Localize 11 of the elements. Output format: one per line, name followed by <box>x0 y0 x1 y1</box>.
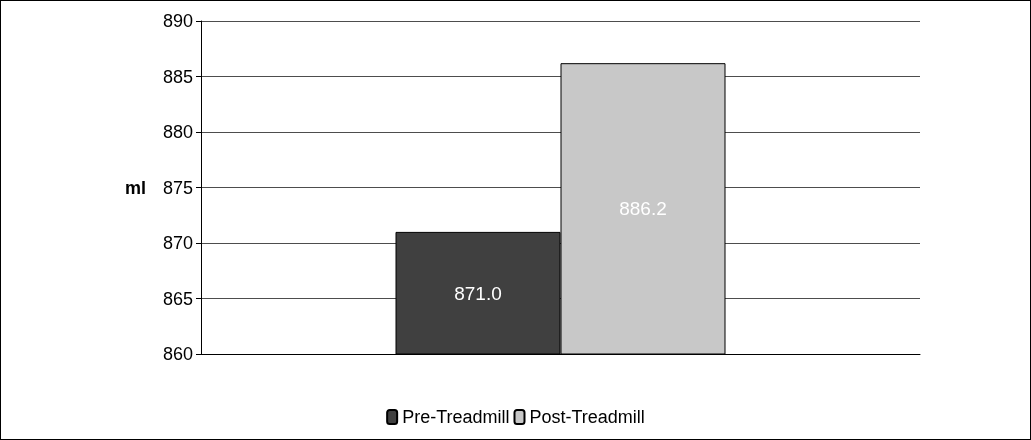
legend-label: Post-Treadmill <box>529 407 645 427</box>
y-tick-label: 870 <box>162 233 193 253</box>
y-tick-label: 880 <box>162 122 193 142</box>
y-axis-title: ml <box>124 177 146 198</box>
y-tick-label: 890 <box>162 11 193 31</box>
y-tick-label: 860 <box>162 344 193 364</box>
y-tick-label: 885 <box>162 66 193 87</box>
y-tick-label: 875 <box>162 177 193 198</box>
data-label: 871.0 <box>454 282 502 304</box>
legend-label: Pre-Treadmill <box>402 407 510 427</box>
y-tick-label: 865 <box>162 288 193 309</box>
